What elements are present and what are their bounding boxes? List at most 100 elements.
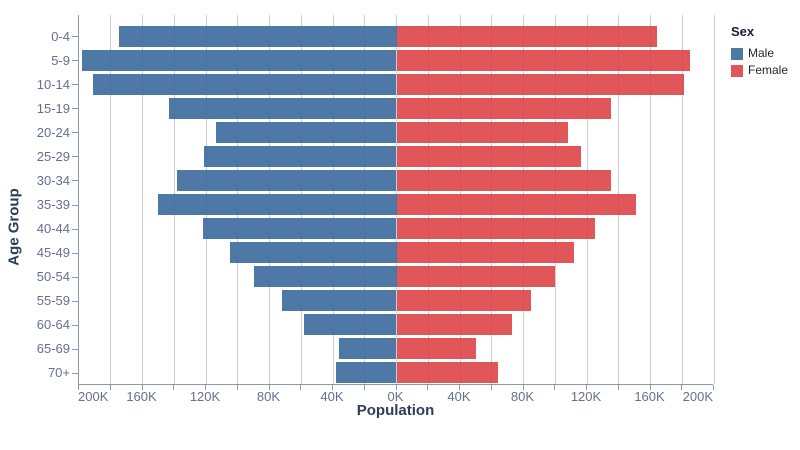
y-tick — [72, 372, 78, 374]
x-tick — [363, 385, 365, 390]
x-tick — [78, 385, 79, 390]
x-tick-label: 200K — [78, 389, 109, 404]
bar-female-65-69 — [396, 338, 476, 360]
x-tick-label: 120K — [570, 389, 602, 404]
y-axis-category-label: 15-19 — [36, 100, 70, 116]
gridline-overlay — [300, 15, 302, 384]
bar-female-55-59 — [396, 290, 532, 312]
y-tick — [72, 132, 78, 134]
x-tick — [109, 385, 111, 390]
gridline — [650, 15, 651, 384]
legend-swatch-male — [731, 47, 743, 60]
y-axis-category-label: 70+ — [47, 365, 70, 381]
bar-female-70+ — [396, 362, 499, 384]
gridline-overlay — [142, 15, 143, 384]
gridline-overlay — [618, 15, 620, 384]
bar-male-50-54 — [253, 266, 397, 288]
bar-female-25-29 — [396, 145, 581, 167]
gridline-overlay — [427, 15, 429, 384]
bar-male-65-69 — [339, 338, 397, 360]
y-axis-category-label: 20-24 — [36, 124, 70, 140]
y-axis-category-label: 60-64 — [36, 317, 70, 333]
gridline-overlay — [491, 15, 493, 384]
bar-male-30-34 — [177, 169, 397, 191]
legend-label: Male — [748, 46, 775, 60]
legend-item-female: Female — [731, 64, 788, 77]
x-tick — [586, 385, 587, 390]
y-axis-category-label: 55-59 — [36, 293, 70, 309]
x-tick — [681, 385, 683, 390]
y-axis-category-label: 40-44 — [36, 221, 70, 237]
legend-item-male: Male — [731, 47, 788, 60]
y-axis-title: Age Group — [5, 188, 23, 266]
x-tick — [205, 385, 206, 390]
x-tick-label: 160K — [126, 389, 157, 404]
gridline-overlay — [269, 15, 270, 384]
x-tick-label: 80K — [256, 389, 281, 404]
bar-male-70+ — [336, 362, 397, 384]
x-tick — [300, 385, 302, 390]
bar-female-50-54 — [396, 266, 556, 288]
x-tick — [173, 385, 175, 390]
x-tick — [395, 385, 397, 390]
x-tick — [649, 385, 651, 390]
bar-female-40-44 — [396, 218, 595, 240]
gridline-overlay — [332, 15, 334, 384]
y-axis-category-label: 25-29 — [36, 148, 70, 164]
bar-male-35-39 — [158, 194, 397, 215]
y-tick — [72, 252, 78, 254]
bar-female-0-4 — [396, 25, 657, 47]
x-tick — [490, 385, 492, 390]
bar-female-15-19 — [396, 97, 611, 119]
bar-female-20-24 — [396, 121, 568, 143]
bar-male-0-4 — [118, 25, 397, 47]
x-tick — [522, 385, 524, 390]
gridline-overlay — [650, 15, 651, 384]
x-tick-label: 40K — [320, 389, 344, 404]
y-tick — [72, 36, 78, 38]
gridline — [681, 15, 683, 384]
y-tick — [72, 228, 78, 230]
bar-female-45-49 — [396, 242, 575, 264]
y-tick — [72, 108, 78, 110]
bar-male-25-29 — [204, 145, 397, 167]
gridline-overlay — [364, 15, 366, 384]
y-axis-category-label: 5-9 — [51, 52, 70, 68]
gridline-overlay — [681, 15, 683, 384]
bar-male-60-64 — [304, 314, 397, 336]
y-tick — [72, 348, 78, 350]
x-tick-label: 120K — [189, 389, 221, 404]
gridline-overlay — [396, 15, 397, 384]
gridline-overlay — [173, 15, 175, 384]
x-tick — [617, 385, 619, 390]
y-tick — [72, 84, 78, 86]
bar-female-30-34 — [396, 169, 611, 191]
x-axis-title: Population — [356, 402, 435, 419]
bar-male-40-44 — [202, 218, 397, 240]
plot-area — [78, 15, 715, 385]
y-tick — [72, 276, 78, 278]
y-tick — [72, 324, 78, 326]
gridline — [142, 15, 143, 384]
x-tick-label: 40K — [447, 389, 471, 404]
bar-female-60-64 — [396, 314, 513, 336]
bar-male-45-49 — [229, 242, 397, 264]
y-axis-category-label: 10-14 — [36, 76, 70, 92]
gridline — [713, 15, 715, 384]
y-axis-category-label: 35-39 — [36, 197, 70, 212]
gridline-overlay — [110, 15, 112, 384]
x-tick — [554, 385, 556, 390]
gridline-overlay — [554, 15, 556, 384]
x-tick — [268, 385, 270, 390]
y-axis-category-label: 30-34 — [36, 172, 70, 188]
x-tick — [713, 385, 714, 390]
x-tick — [459, 385, 460, 390]
y-tick — [72, 180, 78, 182]
x-tick-label: 160K — [634, 389, 665, 404]
gridline-overlay — [586, 15, 588, 384]
bar-female-5-9 — [396, 49, 691, 71]
bar-male-20-24 — [215, 121, 397, 143]
y-axis-category-label: 45-49 — [36, 245, 70, 261]
legend-title: Sex — [731, 24, 755, 39]
